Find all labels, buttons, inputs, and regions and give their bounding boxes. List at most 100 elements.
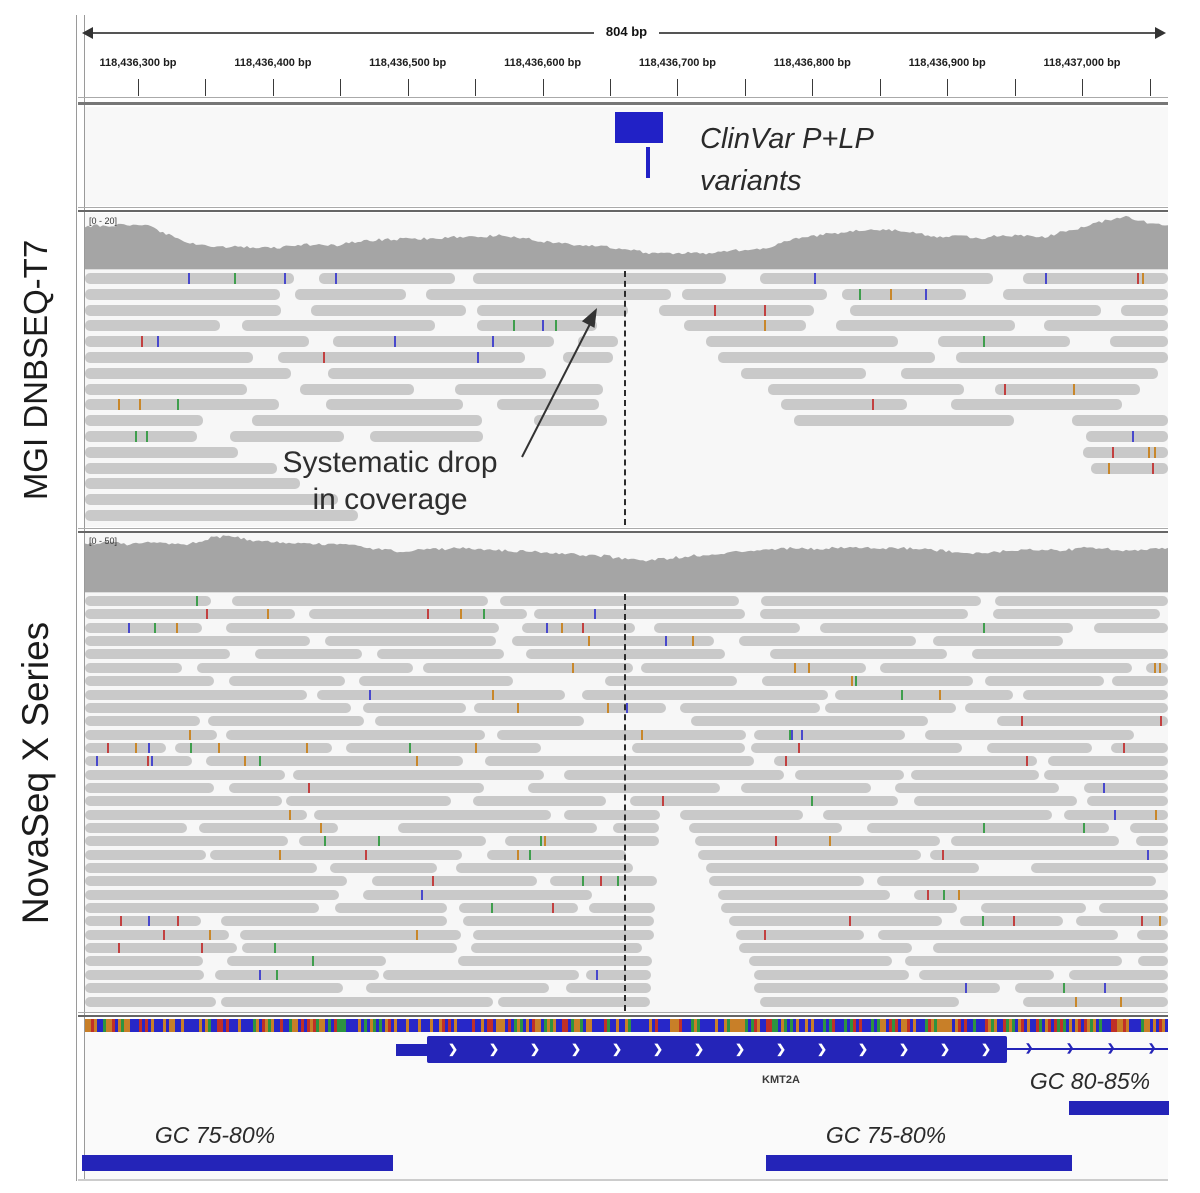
read <box>85 494 338 506</box>
read <box>1112 676 1168 687</box>
read <box>739 636 916 646</box>
snp-mark <box>189 729 191 740</box>
read <box>85 943 237 954</box>
snp-mark <box>596 969 598 980</box>
read <box>208 716 364 727</box>
read <box>895 782 1059 793</box>
read <box>85 983 343 994</box>
snp-mark <box>927 889 929 900</box>
read <box>85 636 310 646</box>
span-arrow-right-icon <box>1155 27 1166 39</box>
ruler-tick <box>1149 79 1151 96</box>
snp-mark <box>1103 782 1105 793</box>
ruler-tick <box>812 79 814 96</box>
read <box>1044 769 1168 780</box>
snp-mark <box>540 836 542 847</box>
read <box>680 702 820 713</box>
read <box>255 649 362 660</box>
read <box>85 352 253 363</box>
alignment-track-novaseq[interactable] <box>85 594 1168 1011</box>
snp-mark <box>274 943 276 954</box>
gc-75-80-left-label: GC 75-80% <box>154 1122 276 1148</box>
read <box>754 969 909 980</box>
snp-mark <box>588 636 590 646</box>
snp-mark <box>555 320 557 332</box>
ruler-tick <box>744 79 746 96</box>
gene-utr-bar[interactable] <box>396 1044 429 1056</box>
read <box>423 662 633 673</box>
snp-mark <box>1141 916 1143 927</box>
gc-80-85-bar[interactable] <box>1069 1101 1169 1115</box>
read <box>175 742 332 753</box>
snp-mark <box>594 609 596 620</box>
span-arrow-left-icon <box>82 27 93 39</box>
snp-mark <box>409 742 411 753</box>
snp-mark <box>107 742 109 753</box>
gc-75-80-right-bar[interactable] <box>766 1155 1072 1171</box>
read <box>85 822 187 833</box>
ruler-coordinate-label: 118,437,000 bp <box>1043 57 1121 69</box>
track-label-mgi: MGI DNBSEQ-T7 <box>0 214 72 526</box>
read <box>1136 836 1168 847</box>
read <box>880 662 1132 673</box>
snp-mark <box>1026 756 1028 767</box>
read <box>718 352 935 363</box>
clinvar-variant-line[interactable] <box>646 147 650 178</box>
read <box>760 996 959 1007</box>
read <box>630 796 898 807</box>
snp-mark <box>1148 446 1150 458</box>
read <box>659 304 814 316</box>
read <box>919 969 1054 980</box>
clinvar-variant-box[interactable] <box>615 112 663 143</box>
read <box>867 822 1109 833</box>
read <box>227 956 386 967</box>
ruler-tick <box>1014 79 1016 96</box>
span-length-label: 804 bp <box>85 24 1168 39</box>
snp-mark <box>764 304 766 316</box>
read <box>1087 796 1168 807</box>
read <box>85 689 307 700</box>
read <box>85 916 201 927</box>
snp-mark <box>492 336 494 348</box>
read <box>85 889 339 900</box>
read <box>473 273 726 284</box>
gene-exon-box[interactable] <box>427 1036 1007 1063</box>
read <box>85 478 300 490</box>
snp-mark <box>218 742 220 753</box>
snp-mark <box>808 662 810 673</box>
gc-75-80-left-bar[interactable] <box>82 1155 393 1171</box>
read <box>995 596 1168 606</box>
read <box>85 462 277 474</box>
ruler-tick <box>475 79 477 96</box>
snp-mark <box>196 596 198 606</box>
read <box>654 622 800 633</box>
read <box>485 756 754 767</box>
strand-chevron-icon: ❯ <box>735 1042 746 1056</box>
read <box>311 304 466 316</box>
sequence-track[interactable] <box>85 1019 1168 1032</box>
read <box>1023 689 1168 700</box>
read <box>718 889 890 900</box>
coverage-track-mgi[interactable] <box>85 214 1168 269</box>
snp-mark <box>544 836 546 847</box>
read <box>641 662 866 673</box>
snp-mark <box>789 729 791 740</box>
coverage-track-novaseq[interactable] <box>85 534 1168 592</box>
alignment-track-mgi[interactable] <box>85 271 1168 525</box>
snp-mark <box>491 903 493 914</box>
annotation-arrow <box>521 308 597 458</box>
snp-mark <box>421 889 423 900</box>
read <box>85 662 182 673</box>
clinvar-annotation-line1: ClinVar P+LP <box>700 123 874 155</box>
read <box>1130 822 1168 833</box>
track-separator <box>78 531 1168 533</box>
read <box>965 702 1168 713</box>
read <box>299 836 486 847</box>
snp-mark <box>365 849 367 860</box>
read <box>1031 863 1168 873</box>
ruler-tick <box>138 79 139 96</box>
read <box>85 742 166 753</box>
read <box>330 863 437 873</box>
read <box>1086 431 1168 442</box>
snp-mark <box>120 916 122 927</box>
